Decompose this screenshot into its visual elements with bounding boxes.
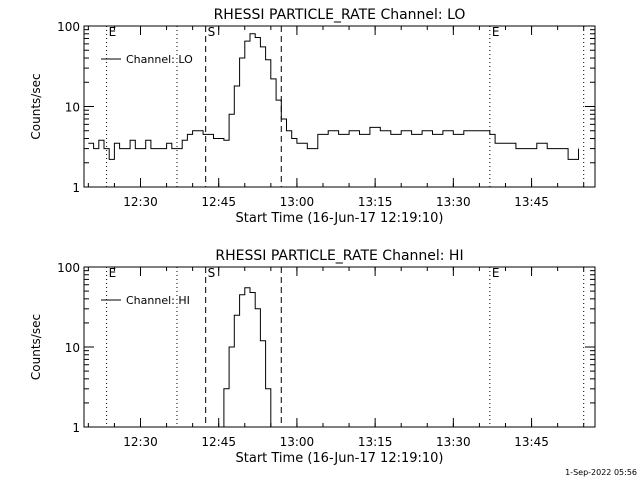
marker-label: S (208, 25, 216, 39)
marker-label: S (208, 266, 216, 280)
x-tick-label: 13:15 (358, 435, 393, 449)
x-tick-label: 13:30 (436, 435, 471, 449)
x-tick-label: 13:00 (280, 435, 315, 449)
chart-title: RHESSI PARTICLE_RATE Channel: HI (215, 248, 463, 264)
x-tick-label: 13:30 (436, 195, 471, 209)
legend-entry: Channel: LO (126, 53, 193, 66)
y-tick-label: 100 (57, 261, 80, 275)
x-axis-label: Start Time (16-Jun-17 12:19:10) (236, 451, 444, 466)
series-line (88, 33, 579, 160)
plot-frame (83, 266, 596, 428)
y-axis-label: Counts/sec (29, 314, 43, 380)
x-tick-label: 12:45 (201, 195, 236, 209)
chart-title: RHESSI PARTICLE_RATE Channel: LO (214, 7, 466, 23)
marker-label: E (492, 25, 500, 39)
x-tick-label: 13:15 (358, 195, 393, 209)
x-tick-label: 13:45 (514, 195, 549, 209)
y-tick-label: 100 (57, 20, 80, 34)
legend-entry: Channel: HI (126, 294, 190, 307)
x-tick-label: 12:30 (123, 435, 158, 449)
x-tick-label: 13:45 (514, 435, 549, 449)
footer-timestamp: 1-Sep-2022 05:56 (565, 468, 637, 477)
y-tick-label: 1 (72, 421, 80, 435)
marker-label: E (109, 266, 117, 280)
x-tick-label: 13:00 (280, 195, 315, 209)
plot-frame (83, 25, 596, 188)
x-axis-label: Start Time (16-Jun-17 12:19:10) (236, 211, 444, 226)
marker-label: E (492, 266, 500, 280)
series-line (218, 287, 272, 428)
y-axis-label: Counts/sec (29, 73, 43, 139)
x-tick-label: 12:30 (123, 195, 158, 209)
x-tick-label: 12:45 (201, 435, 236, 449)
y-tick-label: 10 (65, 341, 80, 355)
marker-label: E (109, 25, 117, 39)
y-tick-label: 10 (65, 101, 80, 115)
y-tick-label: 1 (72, 181, 80, 195)
